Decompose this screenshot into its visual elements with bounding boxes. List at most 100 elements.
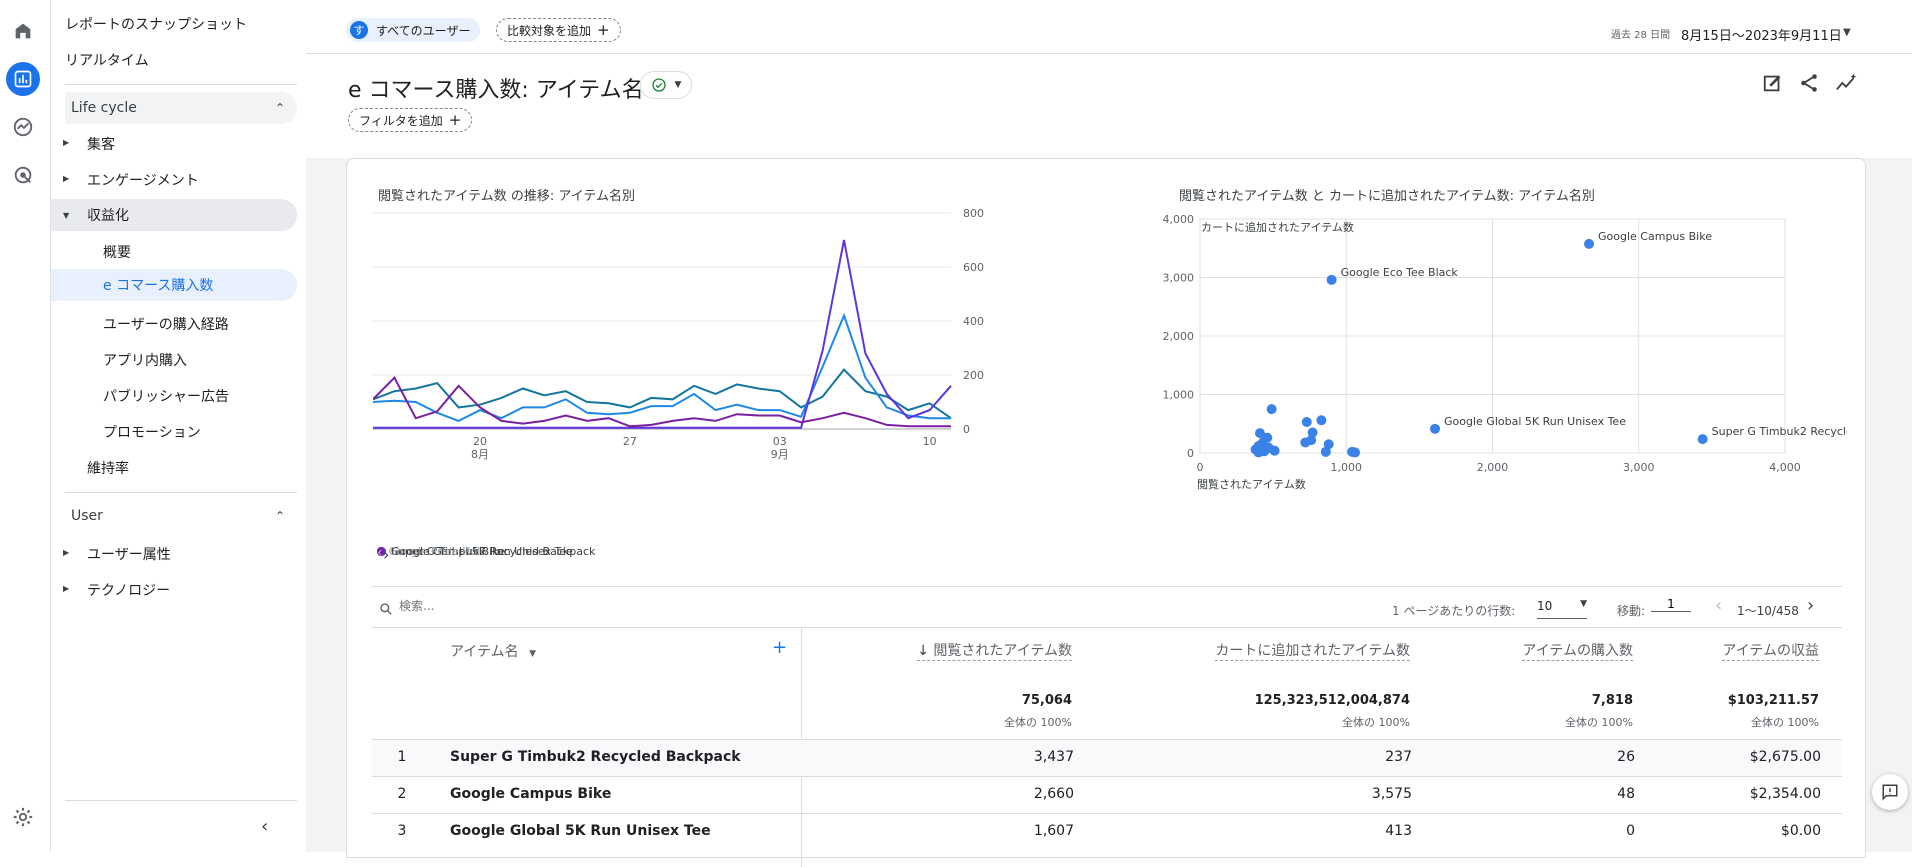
caret-down-icon: ▼ (674, 80, 682, 90)
section-divider (372, 586, 1842, 587)
series-line (373, 312, 951, 422)
legend-swatch (377, 547, 384, 556)
reports-icon[interactable] (6, 62, 40, 96)
scatter-chart: 0 1,000 2,000 3,000 4,000 4,000 3,000 2,000 1,00… (1163, 213, 1848, 491)
point-label: Google Campus Bike (1598, 230, 1712, 243)
row-item-views: 1,607 (1033, 823, 1074, 839)
caret-down-icon: ▼ (63, 210, 70, 220)
nav-user-attributes[interactable]: ユーザー属性 (87, 547, 171, 563)
top-bar: す すべてのユーザー 比較対象を追加 + 過去 28 日間 8月15日～2023… (306, 0, 1912, 54)
series-line (373, 368, 952, 420)
nav-promotion[interactable]: プロモーション (103, 425, 201, 441)
nav-monetization[interactable]: ▼ 収益化 (51, 199, 297, 231)
nav-publisher-ads[interactable]: パブリッシャー広告 (103, 389, 229, 405)
insights-icon[interactable] (1834, 72, 1858, 94)
customize-report-icon[interactable] (1762, 72, 1784, 94)
prev-page-icon[interactable]: ‹ (1715, 595, 1723, 616)
x-axis-label: 閲覧されたアイテム数 (1197, 477, 1306, 491)
col-header-revenue[interactable]: アイテムの収益 (1722, 640, 1819, 661)
goto-label: 移動: (1617, 604, 1646, 618)
left-rail (0, 0, 51, 852)
add-dimension-icon[interactable]: + (772, 637, 788, 658)
nav-section-user[interactable]: User ⌃ (65, 500, 297, 532)
legend-prev-icon[interactable]: ‹ (377, 545, 383, 561)
collapse-nav-icon[interactable]: ‹ (261, 816, 269, 837)
y-tick-label: 3,000 (1163, 272, 1195, 285)
nav-ecommerce[interactable]: e コマース購入数 (51, 269, 297, 301)
caret-right-icon: ▶ (63, 584, 70, 593)
legend-next-icon[interactable]: › (383, 545, 390, 564)
caret-right-icon: ▶ (63, 138, 70, 147)
row-add-to-cart: 3,575 (1371, 786, 1412, 802)
chevron-up-icon: ⌃ (274, 101, 285, 115)
next-page-icon[interactable]: › (1807, 595, 1815, 616)
caret-down-icon: ▼ (529, 649, 536, 659)
report-header: e コマース購入数: アイテム名 ▼ フィルタを追加 + (306, 54, 1912, 158)
legend-label: Google Global 5K Run Unisex Tee (391, 545, 573, 558)
date-range-picker[interactable]: 8月15日～2023年9月11日 (1681, 29, 1842, 44)
y-tick-label: 4,000 (1163, 213, 1195, 226)
rows-per-page-label: 1 ページあたりの行数: (1392, 604, 1516, 618)
table-row[interactable]: 2 Google Campus Bike 2,660 3,575 48 $2,3… (372, 776, 1842, 813)
table-row[interactable]: 3 Google Global 5K Run Unisex Tee 1,607 … (372, 813, 1842, 850)
nav-user-journey[interactable]: ユーザーの購入経路 (103, 317, 229, 333)
page-range: 1～10/458 (1737, 604, 1799, 618)
row-item-views: 3,437 (1033, 749, 1074, 765)
x-tick-label: 0 (1197, 461, 1204, 474)
dimension-header-label: アイテム名 (450, 644, 519, 660)
scatter-point (1266, 404, 1277, 415)
segment-all-users-chip[interactable]: す すべてのユーザー (346, 18, 481, 42)
nav-overview[interactable]: 概要 (103, 245, 131, 261)
col-header-purchased[interactable]: アイテムの購入数 (1522, 640, 1633, 661)
search-input[interactable] (399, 599, 699, 613)
caret-right-icon: ▶ (63, 548, 70, 557)
x-tick-label: 20 (473, 435, 487, 448)
legend-item-pride-holo[interactable]: Google Pride Holo (377, 545, 487, 558)
nav-acquisition[interactable]: 集客 (87, 137, 115, 153)
home-icon[interactable] (6, 14, 40, 48)
col-header-item-views[interactable]: ↓ 閲覧されたアイテム数 (917, 640, 1072, 661)
total-item-views: 75,064 (1021, 693, 1072, 708)
report-status-dropdown[interactable]: ▼ (640, 71, 692, 99)
gear-icon[interactable] (6, 800, 40, 834)
plus-icon: + (448, 111, 462, 129)
y-tick-label: 800 (963, 209, 984, 220)
add-comparison-label: 比較対象を追加 (507, 23, 592, 38)
row-index: 3 (397, 823, 407, 839)
nav-section-lifecycle[interactable]: Life cycle ⌃ (65, 92, 297, 124)
y-tick-label: 0 (963, 423, 970, 436)
table-row[interactable]: 1 Super G Timbuk2 Recycled Backpack 3,43… (372, 739, 1842, 776)
check-circle-icon (651, 78, 666, 92)
dimension-header[interactable]: アイテム名 ▼ (450, 641, 536, 661)
sort-desc-icon: ↓ (917, 643, 929, 659)
feedback-button[interactable] (1872, 774, 1908, 810)
advertising-icon[interactable] (6, 158, 40, 192)
explore-icon[interactable] (6, 110, 40, 144)
rows-per-page-select[interactable]: 10 ▼ (1537, 599, 1587, 619)
caret-down-icon[interactable]: ▼ (1843, 27, 1851, 38)
col-header-label: 閲覧されたアイテム数 (933, 643, 1072, 659)
total-purchased: 7,818 (1591, 693, 1633, 708)
col-header-add-to-cart[interactable]: カートに追加されたアイテム数 (1215, 640, 1410, 661)
page-title: e コマース購入数: アイテム名 (348, 78, 644, 103)
scatter-point (1326, 274, 1337, 285)
nav-realtime[interactable]: リアルタイム (65, 53, 149, 69)
nav-snapshot[interactable]: レポートのスナップショット (65, 17, 247, 33)
total-add-to-cart: 125,323,512,004,874 (1254, 693, 1410, 708)
table-top-border (372, 627, 1842, 628)
scatter-chart-title: 閲覧されたアイテム数 と カートに追加されたアイテム数: アイテム名別 (1179, 189, 1595, 204)
add-filter-button[interactable]: フィルタを追加 + (348, 108, 473, 132)
x-tick-month-label: 9月 (771, 448, 789, 461)
share-icon[interactable] (1798, 72, 1820, 94)
nav-engagement[interactable]: エンゲージメント (87, 173, 199, 189)
goto-page-input[interactable] (1651, 597, 1691, 612)
scatter-point (1584, 238, 1595, 249)
legend-label: Super G Timbuk2 Recycled Backpack (391, 545, 596, 558)
nav-inapp[interactable]: アプリ内購入 (103, 353, 187, 369)
point-label: Google Global 5K Run Unisex Tee (1444, 415, 1626, 428)
nav-retention[interactable]: 維持率 (87, 461, 129, 477)
nav-technology[interactable]: テクノロジー (87, 583, 171, 599)
add-comparison-button[interactable]: 比較対象を追加 + (496, 18, 621, 42)
scatter-point (1253, 447, 1264, 458)
